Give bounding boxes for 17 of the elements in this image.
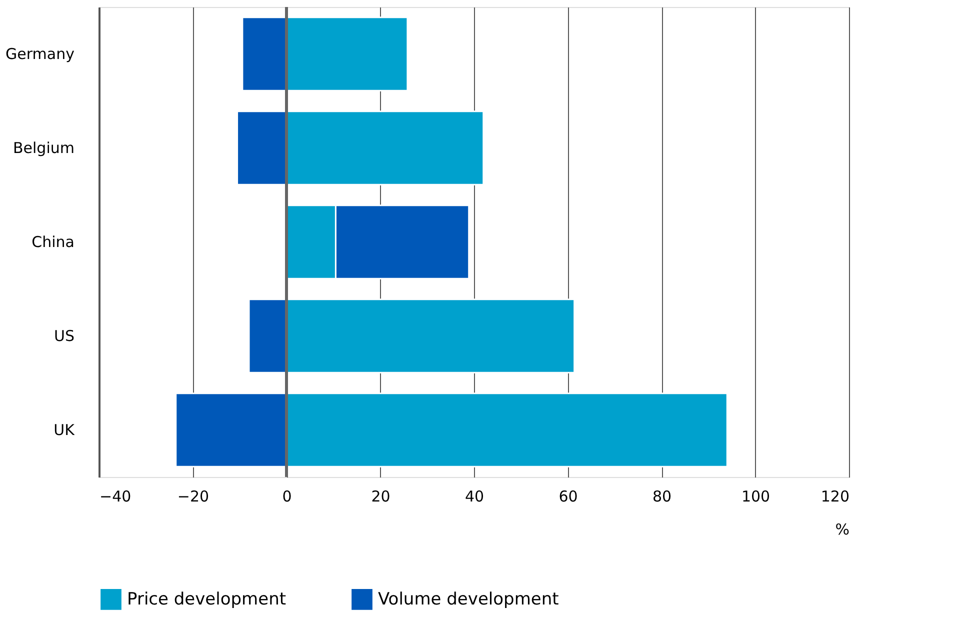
x-tick-label: −40 [100, 488, 132, 506]
legend-label: Volume development [378, 589, 560, 610]
x-tick-label: 120 [820, 488, 850, 506]
legend-label: Price development [127, 589, 286, 610]
x-tick-label: 20 [371, 488, 390, 506]
x-tick-label: 0 [282, 488, 292, 506]
y-tick-label: US [54, 327, 74, 345]
x-tick-label: 60 [558, 488, 578, 506]
x-tick-label: −20 [177, 488, 210, 506]
x-tick-label: 40 [464, 488, 484, 506]
x-tick-label: 80 [652, 488, 672, 506]
y-tick-label: Belgium [13, 139, 74, 157]
x-tick-label: 100 [741, 488, 770, 506]
y-tick-label: China [32, 233, 74, 251]
y-tick-label: Germany [6, 45, 75, 63]
x-axis-title: % [835, 520, 850, 538]
y-tick-label: UK [54, 421, 76, 439]
